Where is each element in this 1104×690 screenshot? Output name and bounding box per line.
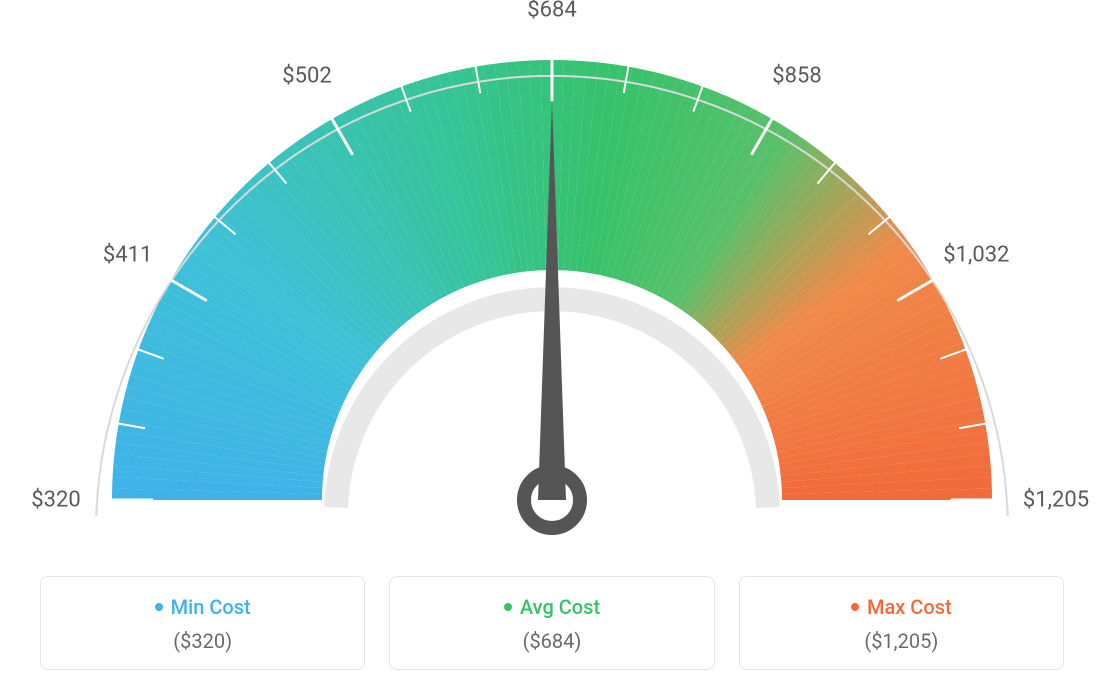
tick-label: $502 [282, 63, 331, 88]
legend-card-min: Min Cost ($320) [40, 576, 365, 670]
legend-row: Min Cost ($320) Avg Cost ($684) Max Cost… [40, 576, 1064, 670]
tick-label: $320 [31, 488, 80, 513]
cost-gauge-widget: $320 $411 $502 $684 $858 $1,032 $1,205 Min Cos… [0, 0, 1104, 690]
legend-dot-avg [504, 603, 512, 611]
tick-label: $1,205 [1023, 488, 1089, 513]
gauge-area: $320 $411 $502 $684 $858 $1,032 $1,205 [0, 0, 1104, 560]
gauge-svg [0, 0, 1104, 560]
legend-title-min: Min Cost [155, 595, 251, 619]
legend-title-max: Max Cost [851, 595, 952, 619]
tick-label: $1,032 [943, 243, 1009, 268]
tick-label: $858 [772, 63, 821, 88]
legend-card-max: Max Cost ($1,205) [739, 576, 1064, 670]
legend-value-max: ($1,205) [750, 629, 1053, 653]
tick-label: $411 [103, 243, 152, 268]
legend-value-avg: ($684) [400, 629, 703, 653]
legend-dot-max [851, 603, 859, 611]
legend-label-avg: Avg Cost [520, 595, 600, 619]
tick-label: $684 [527, 0, 576, 23]
legend-label-min: Min Cost [171, 595, 251, 619]
legend-label-max: Max Cost [867, 595, 952, 619]
legend-title-avg: Avg Cost [504, 595, 600, 619]
legend-dot-min [155, 603, 163, 611]
legend-value-min: ($320) [51, 629, 354, 653]
legend-card-avg: Avg Cost ($684) [389, 576, 714, 670]
